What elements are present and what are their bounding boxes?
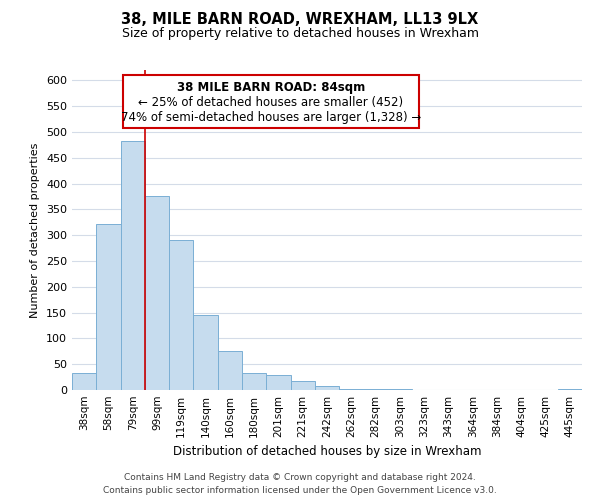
Bar: [72, 374, 96, 390]
Y-axis label: Number of detached properties: Number of detached properties: [31, 142, 40, 318]
Bar: [558, 389, 582, 390]
FancyBboxPatch shape: [123, 75, 419, 128]
Bar: [96, 224, 121, 390]
Text: 38 MILE BARN ROAD: 84sqm: 38 MILE BARN ROAD: 84sqm: [177, 80, 365, 94]
Bar: [169, 240, 193, 390]
Bar: [266, 374, 290, 390]
Bar: [193, 315, 218, 390]
Bar: [218, 352, 242, 390]
Bar: [339, 389, 364, 390]
Bar: [315, 386, 339, 390]
Bar: [290, 381, 315, 390]
Bar: [121, 140, 145, 390]
Text: ← 25% of detached houses are smaller (452): ← 25% of detached houses are smaller (45…: [139, 96, 403, 108]
Text: Size of property relative to detached houses in Wrexham: Size of property relative to detached ho…: [121, 28, 479, 40]
Text: 38, MILE BARN ROAD, WREXHAM, LL13 9LX: 38, MILE BARN ROAD, WREXHAM, LL13 9LX: [121, 12, 479, 28]
X-axis label: Distribution of detached houses by size in Wrexham: Distribution of detached houses by size …: [173, 446, 481, 458]
Text: 74% of semi-detached houses are larger (1,328) →: 74% of semi-detached houses are larger (…: [121, 110, 421, 124]
Bar: [145, 196, 169, 390]
Bar: [242, 374, 266, 390]
Text: Contains HM Land Registry data © Crown copyright and database right 2024.
Contai: Contains HM Land Registry data © Crown c…: [103, 473, 497, 495]
